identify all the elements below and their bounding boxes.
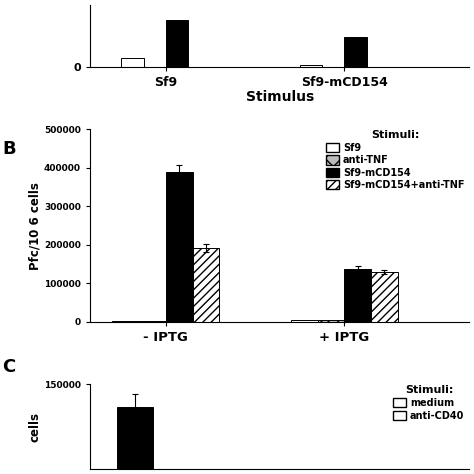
Bar	[139, 321, 166, 322]
Y-axis label: Pfc/10 6 cells: Pfc/10 6 cells	[28, 182, 41, 270]
Bar	[291, 320, 318, 322]
Bar	[166, 20, 188, 67]
X-axis label: Stimulus: Stimulus	[246, 91, 314, 104]
Legend: medium, anti-CD40: medium, anti-CD40	[393, 385, 465, 421]
Bar	[344, 269, 371, 322]
Bar	[371, 272, 398, 322]
Bar	[117, 407, 153, 469]
Text: C: C	[2, 358, 16, 376]
Y-axis label: cells: cells	[28, 412, 41, 442]
Legend: Sf9, anti-TNF, Sf9-mCD154, Sf9-mCD154+anti-TNF: Sf9, anti-TNF, Sf9-mCD154, Sf9-mCD154+an…	[327, 130, 465, 190]
Text: B: B	[2, 140, 16, 158]
Bar	[318, 320, 344, 322]
Bar	[166, 172, 192, 322]
Bar	[121, 58, 144, 67]
Bar	[344, 37, 367, 67]
Bar	[192, 248, 219, 322]
Bar	[112, 321, 139, 322]
Bar	[300, 64, 322, 67]
